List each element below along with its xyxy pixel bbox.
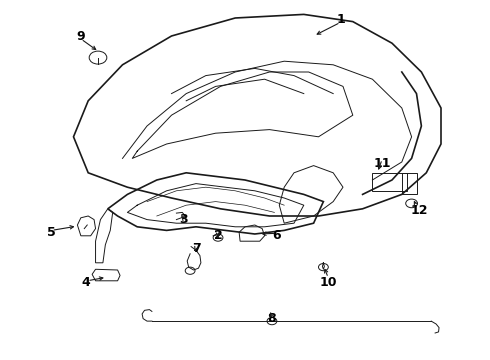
Text: 12: 12 bbox=[410, 204, 428, 217]
Text: 8: 8 bbox=[268, 312, 276, 325]
Text: 1: 1 bbox=[336, 13, 345, 26]
Text: 5: 5 bbox=[47, 226, 56, 239]
Text: 4: 4 bbox=[81, 276, 90, 289]
Text: 10: 10 bbox=[319, 276, 337, 289]
Bar bbox=[402, 173, 416, 194]
Bar bbox=[372, 173, 407, 191]
Text: 9: 9 bbox=[76, 30, 85, 42]
Text: 2: 2 bbox=[214, 229, 222, 242]
Text: 11: 11 bbox=[373, 157, 391, 170]
Text: 3: 3 bbox=[179, 213, 188, 226]
Text: 7: 7 bbox=[192, 242, 200, 255]
Text: 6: 6 bbox=[272, 229, 281, 242]
